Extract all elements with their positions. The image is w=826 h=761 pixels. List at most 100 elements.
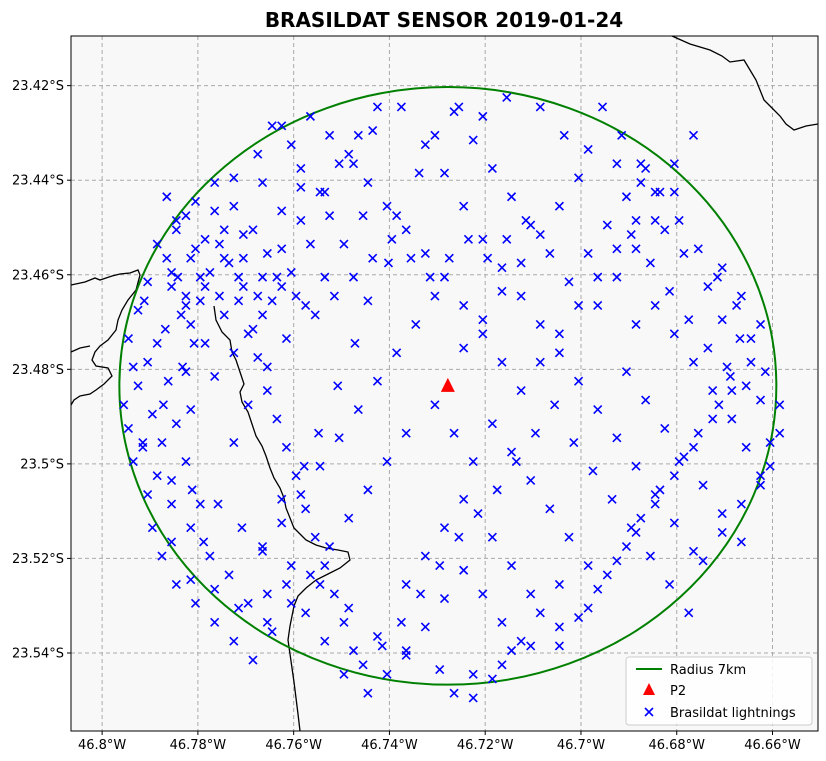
lightning-point — [189, 338, 199, 348]
lightning-point — [468, 693, 478, 703]
lightning-point — [708, 414, 718, 424]
lightning-point — [459, 201, 469, 211]
lightning-point — [344, 149, 354, 159]
lightning-point — [746, 357, 756, 367]
radius-7km-circle — [118, 86, 778, 686]
lightning-point — [281, 579, 292, 590]
lightning-point — [631, 527, 641, 537]
lightning-point — [717, 508, 727, 519]
lightning-point — [425, 272, 435, 282]
lightning-point — [660, 423, 670, 433]
lightning-point — [224, 258, 234, 268]
lightning-point — [669, 187, 679, 197]
lightning-point — [645, 258, 655, 268]
lightning-point — [679, 452, 689, 462]
lightning-point — [262, 617, 272, 627]
lightning-point — [545, 504, 555, 514]
lightning-point — [348, 272, 359, 282]
plot-area — [71, 36, 818, 731]
x-tick-label: 46.76°W — [265, 738, 322, 753]
lightning-point — [186, 404, 196, 415]
lightning-point — [736, 499, 746, 509]
lightning-point — [688, 442, 699, 452]
lightning-point — [526, 641, 536, 651]
legend-box — [625, 656, 813, 726]
lightning-point — [497, 286, 507, 296]
lightning-point — [339, 669, 349, 679]
lightning-point — [138, 438, 148, 448]
lightning-point — [238, 230, 248, 240]
y-tick-label: 23.46°S — [12, 268, 64, 283]
lightning-point — [722, 362, 732, 372]
lightning-point — [535, 357, 545, 367]
lightning-point — [497, 263, 507, 273]
lightning-point — [478, 315, 488, 325]
lightning-point — [420, 140, 430, 150]
lightning-point — [583, 144, 593, 155]
x-tick-label: 46.78°W — [170, 738, 227, 753]
lightning-point — [329, 589, 339, 599]
y-tick-label: 23.54°S — [12, 646, 64, 661]
lightning-point — [272, 272, 282, 282]
lightning-point — [449, 107, 459, 117]
lightning-point — [186, 319, 196, 329]
lightning-point — [257, 272, 268, 282]
legend-label-radius: Radius 7km — [670, 663, 746, 678]
lightning-point — [650, 499, 660, 509]
lightning-point — [392, 211, 402, 221]
lightning-point — [430, 130, 440, 140]
lightning-point — [664, 579, 675, 590]
x-tick-label: 46.68°W — [648, 738, 705, 753]
lightning-point — [684, 608, 694, 618]
lightning-point — [621, 542, 632, 552]
lightning-point — [401, 428, 411, 438]
x-tick-label: 46.66°W — [744, 738, 801, 753]
lightning-point — [765, 438, 775, 448]
lightning-point — [152, 239, 162, 249]
lightning-point — [559, 130, 569, 140]
lightning-point — [339, 239, 349, 249]
lightning-point — [660, 225, 670, 235]
lightning-point — [195, 499, 205, 509]
lightning-point — [205, 551, 215, 561]
lightning-point — [703, 282, 713, 292]
lightning-point — [277, 206, 287, 216]
p2-triangle — [440, 377, 455, 392]
lightning-point — [372, 102, 383, 112]
lightning-point — [133, 305, 143, 315]
lightning-point — [325, 542, 335, 552]
lightning-point — [478, 329, 488, 339]
lightning-point — [732, 300, 742, 311]
lightning-point — [171, 215, 181, 225]
lightning-point — [631, 319, 641, 329]
lightning-point — [313, 428, 324, 438]
lightning-point — [348, 159, 359, 169]
lightning-point — [229, 348, 239, 358]
lightning-point — [219, 310, 229, 320]
lightning-point — [516, 386, 526, 396]
lightning-point — [205, 267, 215, 277]
lightning-point — [190, 244, 201, 254]
lightning-point — [439, 272, 450, 282]
lightning-point — [325, 130, 335, 140]
lightning-point — [224, 570, 234, 580]
lightning-point — [344, 513, 354, 523]
lightning-point — [612, 159, 622, 169]
lightning-point — [597, 102, 608, 112]
y-tick-label: 23.52°S — [12, 552, 64, 567]
lightning-point — [181, 291, 191, 301]
lightning-point — [420, 622, 430, 632]
lightning-point — [143, 490, 153, 500]
lightning-point — [727, 414, 737, 424]
legend-x-icon — [644, 707, 654, 717]
lightning-point — [593, 404, 603, 415]
lightning-point — [459, 494, 469, 504]
lightning-point — [157, 438, 167, 448]
lightning-point — [229, 173, 239, 183]
lightning-point — [210, 617, 220, 627]
lightning-point — [712, 272, 723, 282]
lightning-point — [502, 234, 512, 244]
lightning-point — [564, 277, 574, 287]
lightning-point — [262, 589, 272, 599]
x-tick-label: 46.7°W — [557, 738, 605, 753]
